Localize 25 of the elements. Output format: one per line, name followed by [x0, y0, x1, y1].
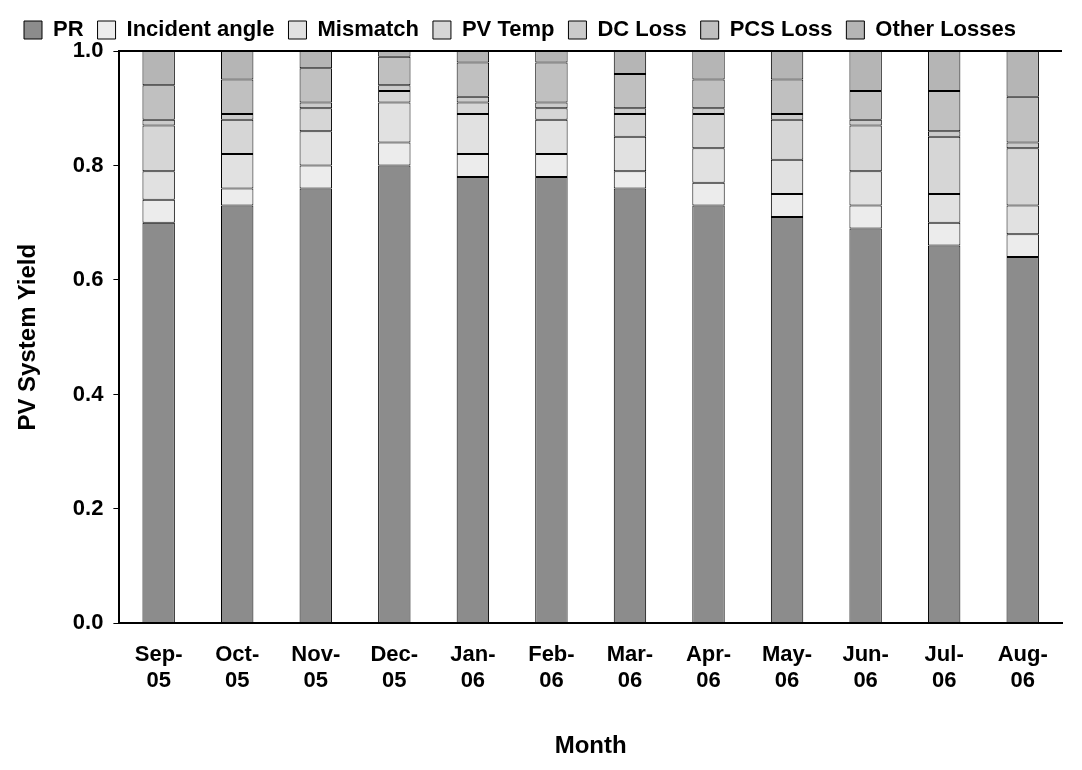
x-tick-label: Jan-06: [450, 640, 496, 693]
x-tick-label: May-06: [762, 640, 813, 693]
y-tick-label: 0.6: [72, 266, 104, 292]
legend-label: Other Losses: [875, 16, 1016, 42]
x-tick-label: Jun-06: [842, 640, 889, 693]
legend-label: DC Loss: [597, 16, 687, 42]
x-axis-title: Month: [554, 731, 627, 759]
y-tick-label: 0.4: [72, 380, 105, 406]
x-tick-label: Apr-06: [685, 640, 732, 693]
x-tick-label: Sep-05: [134, 640, 183, 693]
x-tick-label: Dec-05: [370, 640, 419, 693]
legend-label: PCS Loss: [729, 16, 833, 42]
y-tick-label: 0.2: [72, 494, 104, 520]
y-axis-title: PV System Yield: [13, 243, 41, 431]
y-tick-label: 0.0: [72, 609, 104, 635]
x-tick-label: Mar-06: [606, 640, 654, 693]
legend-label: Mismatch: [317, 16, 419, 42]
x-tick-label: Nov-05: [291, 640, 341, 693]
x-tick-label: Jul-06: [924, 640, 964, 693]
legend-label: Incident angle: [126, 16, 275, 42]
x-tick-label: Oct-05: [215, 640, 260, 693]
legend-label: PV Temp: [461, 16, 555, 42]
x-tick-label: Aug-06: [997, 640, 1048, 693]
x-tick-label: Feb-06: [528, 640, 575, 693]
y-tick-label: 0.8: [72, 151, 104, 177]
